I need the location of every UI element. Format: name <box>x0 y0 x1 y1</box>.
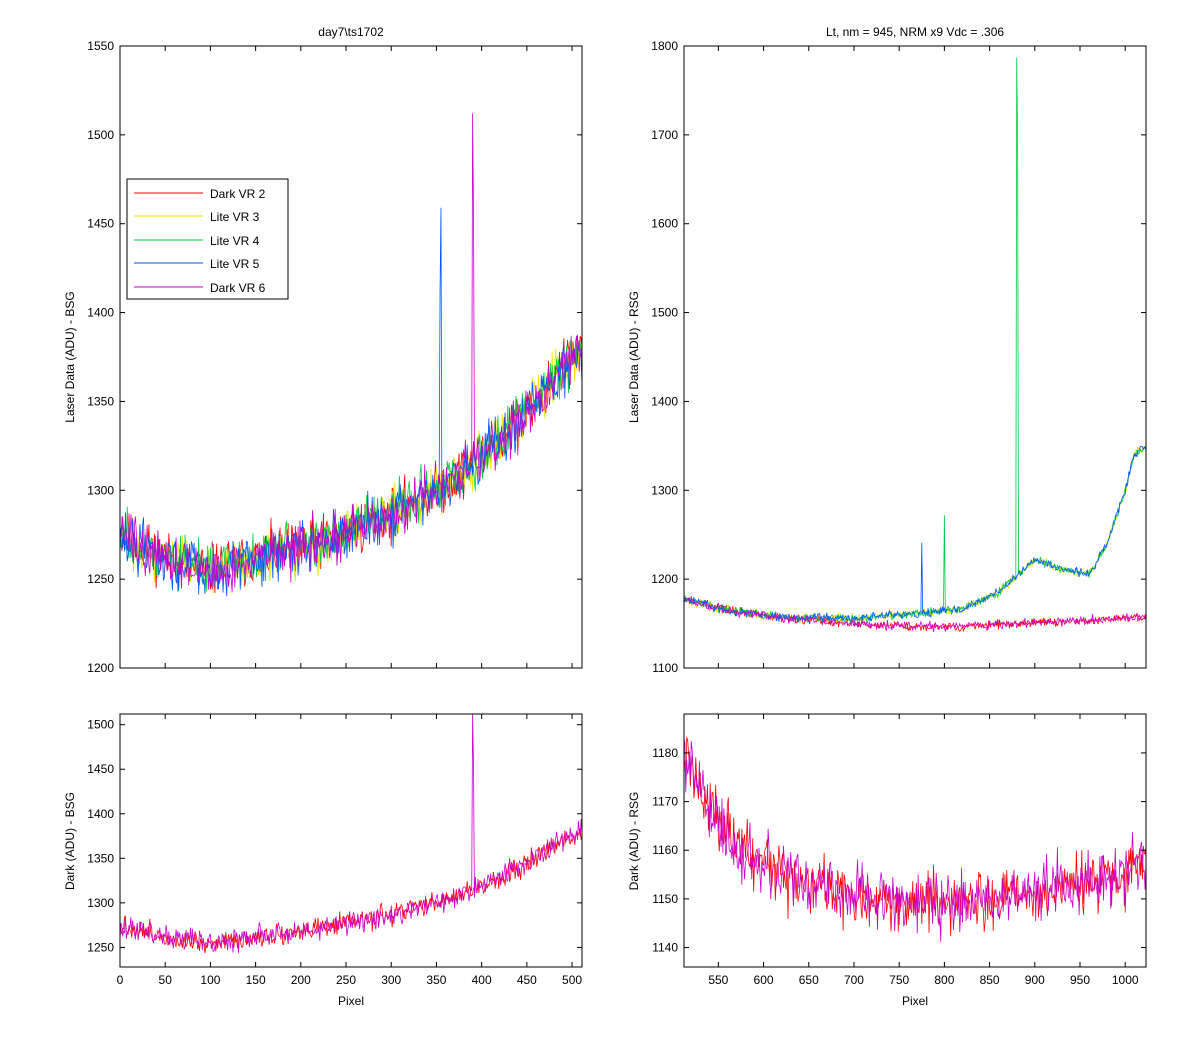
y-tick-label: 1450 <box>87 217 114 231</box>
y-tick-label: 1200 <box>87 661 114 675</box>
top-left-title: day7\ts1702 <box>318 25 384 39</box>
y-tick-label: 1350 <box>87 851 114 865</box>
y-tick-label: 1350 <box>87 394 114 408</box>
y-tick-label: 1700 <box>651 128 678 142</box>
y-tick-label: 1500 <box>87 128 114 142</box>
plot-area <box>684 714 1146 967</box>
bottom-left-y-axis-label: Dark (ADU) - BSG <box>63 792 77 890</box>
x-tick-label: 350 <box>426 973 446 987</box>
top-right-y-axis-label: Laser Data (ADU) - RSG <box>627 291 641 423</box>
x-tick-label: 300 <box>381 973 401 987</box>
x-tick-label: 600 <box>754 973 774 987</box>
series-line-dark-vr-6 <box>120 714 582 953</box>
x-tick-label: 100 <box>200 973 220 987</box>
legend-box <box>126 178 289 300</box>
y-tick-label: 1300 <box>651 483 678 497</box>
bottom-right-y-axis-label: Dark (ADU) - RSG <box>627 792 641 891</box>
x-tick-label: 550 <box>708 973 728 987</box>
y-tick-label: 1500 <box>651 306 678 320</box>
y-tick-label: 1300 <box>87 896 114 910</box>
plot-area <box>120 714 582 967</box>
x-tick-label: 1000 <box>1112 973 1139 987</box>
x-tick-label: 700 <box>844 973 864 987</box>
x-tick-label: 400 <box>472 973 492 987</box>
series-lines <box>120 113 582 597</box>
y-tick-label: 1450 <box>87 762 114 776</box>
legend-label-lite-vr-3: Lite VR 3 <box>210 210 260 224</box>
top-right-axes: Lt, nm = 945, NRM x9 Vdc = .306 Laser Da… <box>627 25 1147 675</box>
y-tick-label: 1400 <box>87 306 114 320</box>
bottom-left-axes: Dark (ADU) - BSG Pixel 1250 1300 1350 1400 1… <box>63 713 583 1008</box>
series-line-dark-vr-2 <box>684 736 1146 937</box>
x-tick-label: 200 <box>291 973 311 987</box>
y-tick-label: 1160 <box>652 843 678 857</box>
bottom-left-x-axis-label: Pixel <box>338 994 364 1008</box>
x-tick-label: 50 <box>159 973 173 987</box>
x-tick-label: 500 <box>562 973 582 987</box>
legend-label-lite-vr-5: Lite VR 5 <box>210 257 260 271</box>
y-tick-label: 1550 <box>87 39 114 53</box>
x-tick-label: 800 <box>934 973 954 987</box>
plot-area <box>684 46 1146 668</box>
bottom-right-x-axis-label: Pixel <box>902 994 928 1008</box>
axes-frame <box>119 713 583 968</box>
y-tick-label: 1250 <box>87 572 114 586</box>
y-tick-label: 1400 <box>87 807 114 821</box>
y-tick-label: 1150 <box>652 892 678 906</box>
y-tick-label: 1140 <box>652 941 678 955</box>
y-tick-label: 1500 <box>87 718 114 732</box>
top-right-title: Lt, nm = 945, NRM x9 Vdc = .306 <box>826 25 1004 39</box>
top-left-legend: Dark VR 2 Lite VR 3 Lite VR 4 Lite VR 5 … <box>126 178 289 300</box>
x-tick-label: 650 <box>799 973 819 987</box>
axes-frame <box>683 45 1147 669</box>
legend-label-lite-vr-4: Lite VR 4 <box>210 234 260 248</box>
x-tick-label: 450 <box>517 973 537 987</box>
x-tick-label: 250 <box>336 973 356 987</box>
y-tick-label: 1800 <box>651 39 678 53</box>
series-lines <box>120 714 582 954</box>
y-tick-label: 1200 <box>651 572 678 586</box>
axes-frame <box>119 45 583 669</box>
series-lines <box>684 57 1146 633</box>
y-tick-label: 1600 <box>651 217 678 231</box>
bottom-right-axes: Dark (ADU) - RSG Pixel 1140 1150 1160 1170 1… <box>627 713 1147 1008</box>
x-tick-label: 0 <box>117 973 124 987</box>
y-tick-label: 1100 <box>652 661 678 675</box>
x-tick-label: 750 <box>889 973 909 987</box>
series-line-dark-vr-6 <box>684 597 1146 633</box>
series-line-dark-vr-6 <box>684 739 1146 942</box>
series-lines <box>684 736 1146 942</box>
axes-frame <box>683 713 1147 968</box>
y-tick-label: 1180 <box>652 746 678 760</box>
legend-label-dark-vr-6: Dark VR 6 <box>210 281 266 295</box>
top-left-axes: day7\ts1702 Laser Data (ADU) - BSG Dark … <box>63 25 583 675</box>
legend-label-dark-vr-2: Dark VR 2 <box>210 187 266 201</box>
series-line-lite-vr-5 <box>120 207 582 597</box>
y-tick-label: 1400 <box>651 394 678 408</box>
y-tick-label: 1300 <box>87 483 114 497</box>
series-line-dark-vr-6 <box>120 113 582 593</box>
y-tick-label: 1250 <box>87 940 114 954</box>
x-tick-label: 150 <box>246 973 266 987</box>
x-tick-label: 950 <box>1070 973 1090 987</box>
y-tick-label: 1170 <box>652 795 678 809</box>
top-left-y-axis-label: Laser Data (ADU) - BSG <box>63 291 77 422</box>
x-tick-label: 900 <box>1025 973 1045 987</box>
x-tick-label: 850 <box>980 973 1000 987</box>
